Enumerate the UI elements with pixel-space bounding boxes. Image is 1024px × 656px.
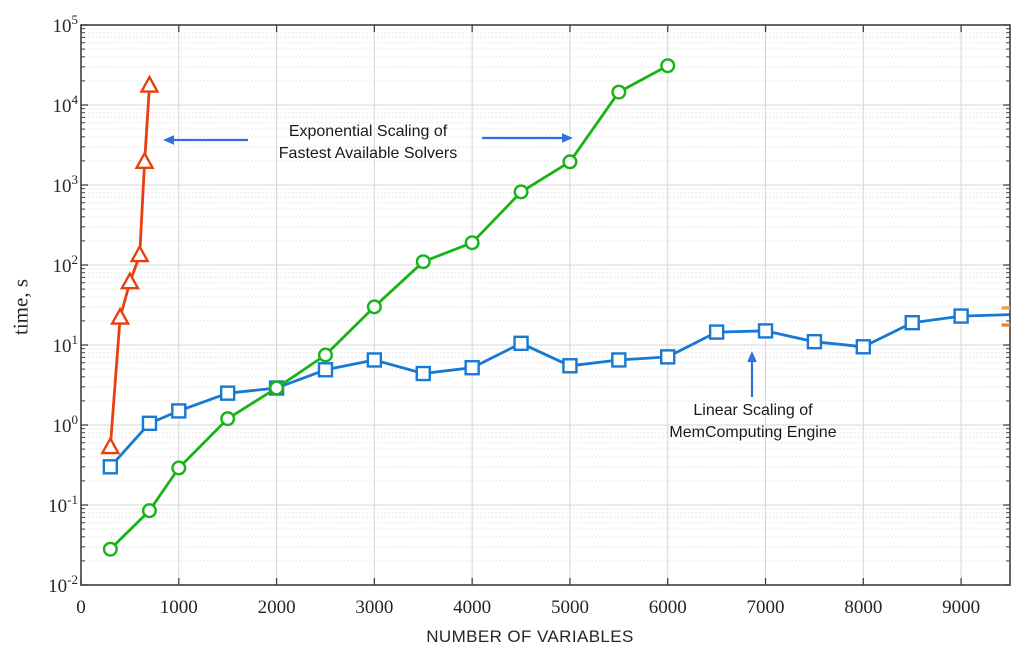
arrow-head-icon — [163, 135, 174, 145]
edge-mark — [1001, 323, 1010, 327]
annotation-exponential-scaling: Exponential Scaling of Fastest Available… — [279, 121, 457, 165]
annotation-text-line: Exponential Scaling of — [288, 123, 448, 140]
annotation-text-line: Fastest Available Solvers — [278, 145, 458, 162]
y-tick-label: 10-1 — [48, 492, 78, 517]
series-fastest-solvers-red — [100, 74, 160, 455]
y-tick-label: 105 — [53, 12, 79, 37]
square-marker — [855, 339, 872, 355]
x-tick-label: 6000 — [649, 597, 687, 618]
square-marker — [611, 352, 627, 368]
circle-marker — [269, 380, 285, 396]
y-tick-labels: 10-2 10-1 100 101 102 103 104 105 — [48, 12, 78, 597]
y-tick-label: 10-2 — [48, 572, 78, 597]
x-tick-label: 2000 — [258, 597, 296, 618]
arrow-head-icon — [747, 351, 757, 362]
circle-marker — [171, 460, 187, 476]
square-marker — [806, 333, 823, 350]
triangle-marker — [110, 306, 131, 325]
circle-marker — [141, 503, 157, 519]
square-marker — [102, 459, 119, 475]
triangle-marker — [119, 271, 140, 290]
x-tick-label: 9000 — [942, 597, 980, 618]
minor-gridlines — [81, 28, 1010, 562]
square-marker — [904, 314, 920, 331]
circle-marker — [317, 347, 333, 363]
x-tick-label: 1000 — [160, 597, 198, 618]
annotation-linear-scaling: Linear Scaling of MemComputing Engine — [669, 400, 836, 444]
y-tick-label: 101 — [53, 332, 79, 357]
triangle-marker — [100, 436, 121, 455]
series-line — [108, 85, 151, 448]
triangle-marker — [134, 150, 155, 169]
square-marker — [757, 323, 774, 339]
x-axis-title: NUMBER OF VARIABLES — [426, 627, 634, 646]
triangle-marker — [129, 244, 150, 263]
square-marker — [219, 385, 236, 401]
circle-marker — [611, 84, 627, 100]
circle-marker — [464, 235, 480, 251]
circle-marker — [366, 299, 382, 315]
edge-mark — [1001, 306, 1010, 310]
x-tick-label: 3000 — [355, 597, 393, 618]
square-marker — [415, 365, 431, 382]
x-tick-labels: 0 1000 2000 3000 4000 5000 6000 7000 8000 9000 — [76, 597, 980, 618]
circle-marker — [102, 541, 118, 557]
y-tick-label: 104 — [53, 92, 79, 117]
y-tick-label: 102 — [53, 252, 79, 277]
x-tick-label: 5000 — [551, 597, 589, 618]
x-tick-label: 7000 — [747, 597, 785, 618]
circle-marker — [415, 254, 431, 270]
circle-marker — [513, 184, 529, 200]
square-marker — [317, 362, 334, 378]
triangle-marker — [139, 74, 160, 93]
x-tick-label: 8000 — [844, 597, 882, 618]
axis-ticks — [80, 24, 1010, 586]
circle-marker — [220, 411, 236, 427]
square-marker — [562, 358, 578, 374]
y-tick-label: 100 — [53, 412, 79, 437]
square-marker — [660, 349, 676, 365]
y-tick-label: 103 — [53, 172, 79, 197]
square-marker — [171, 403, 187, 419]
plot-frame — [80, 24, 1011, 586]
x-tick-label: 0 — [76, 597, 86, 618]
circle-marker — [562, 154, 578, 170]
square-marker — [464, 360, 480, 376]
annotation-text-line: Linear Scaling of — [693, 402, 813, 419]
circle-marker — [660, 58, 676, 74]
square-marker — [708, 324, 725, 340]
square-marker — [141, 415, 158, 432]
series-fastest-solvers-green — [102, 58, 676, 557]
square-marker — [366, 352, 383, 368]
square-marker — [513, 335, 529, 352]
series-line — [109, 313, 1011, 468]
x-tick-label: 4000 — [453, 597, 491, 618]
annotation-arrows — [163, 133, 757, 397]
square-marker — [953, 308, 969, 324]
right-edge-marks — [1001, 306, 1010, 327]
y-axis-title: time, s — [8, 279, 33, 335]
annotation-text-line: MemComputing Engine — [669, 424, 837, 441]
arrow-head-icon — [562, 133, 573, 143]
